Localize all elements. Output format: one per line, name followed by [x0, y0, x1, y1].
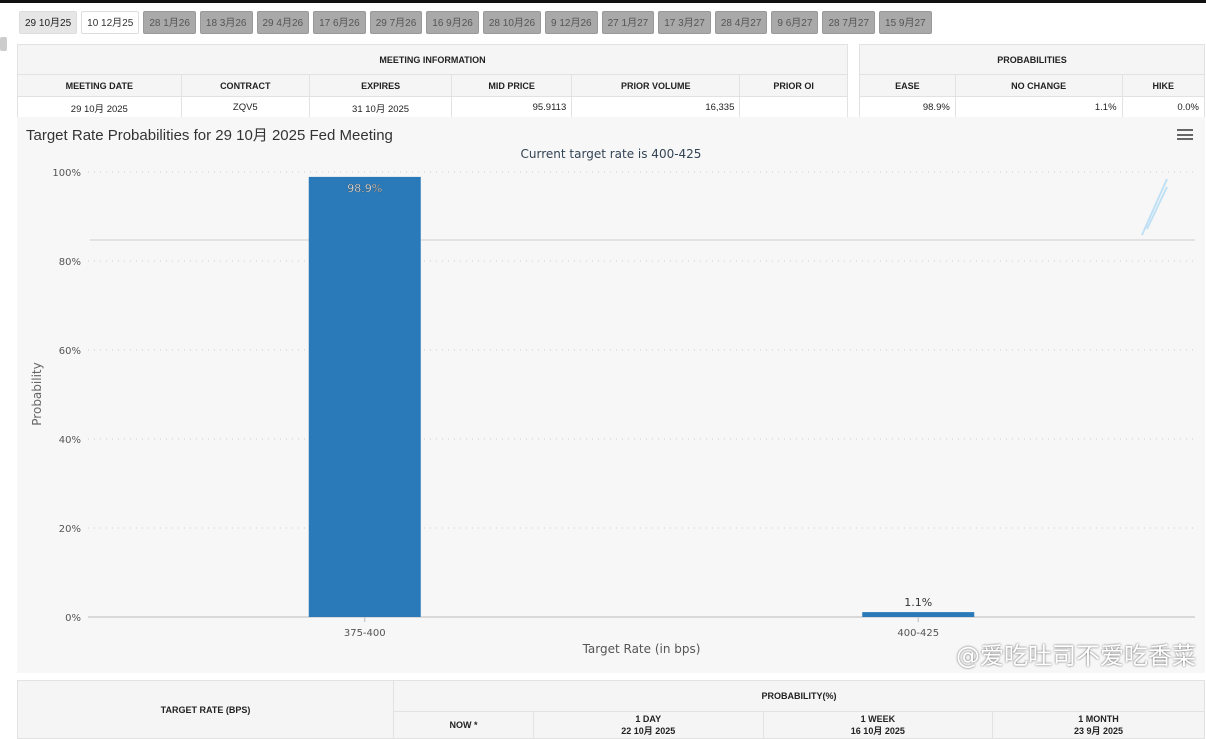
tab-meeting-date[interactable]: 18 3月26 [199, 11, 253, 34]
col-prior-oi: PRIOR OI [739, 74, 848, 97]
tab-meeting-date[interactable]: 29 4月26 [256, 11, 310, 34]
x-tick-label: 400-425 [897, 628, 939, 639]
col-meeting-date: MEETING DATE [17, 74, 182, 97]
col-1-week: 1 WEEK 16 10月 2025 [762, 711, 994, 739]
chart-subtitle: Current target rate is 400-425 [520, 147, 702, 161]
col-expires: EXPIRES [309, 74, 453, 97]
meeting-date: 29 10月 2025 [17, 96, 182, 119]
y-tick-label: 20% [59, 524, 81, 535]
tab-meeting-date[interactable]: 9 12月26 [545, 11, 598, 34]
bar-375-400 [308, 176, 421, 617]
bar-400-425 [862, 612, 975, 617]
y-tick-label: 40% [59, 435, 81, 446]
probabilities-table: PROBABILITIES EASE NO CHANGE HIKE 98.9% … [859, 44, 1206, 119]
tab-meeting-date[interactable]: 9 6月27 [771, 11, 819, 34]
col-prior-volume: PRIOR VOLUME [571, 74, 741, 97]
col-ease: EASE [859, 74, 956, 97]
tab-meeting-date[interactable]: 29 7月26 [369, 11, 423, 34]
col-target-rate: TARGET RATE (BPS) [17, 680, 394, 739]
data-label: 1.1% [904, 596, 932, 609]
chart-menu-icon[interactable] [1177, 129, 1193, 143]
now-asterisk: * [474, 720, 478, 731]
y-tick-label: 80% [59, 257, 81, 268]
tab-meeting-date[interactable]: 16 9月26 [426, 11, 479, 34]
meeting-information-table: MEETING INFORMATION MEETING DATE CONTRAC… [17, 44, 848, 119]
expires: 31 10月 2025 [309, 96, 453, 119]
table-row: 29 10月 2025 ZQV5 31 10月 2025 95.9113 16,… [17, 96, 848, 119]
col-1-month: 1 MONTH 23 9月 2025 [992, 711, 1205, 739]
watermark: @爱吃吐司不爱吃香菜 [956, 642, 1196, 670]
col-hike: HIKE [1121, 74, 1206, 97]
x-axis-title: Target Rate (in bps) [582, 642, 701, 656]
tab-meeting-date[interactable]: 10 12月25 [81, 11, 140, 34]
mid-price: 95.9113 [451, 96, 573, 119]
col-1-day: 1 DAY 22 10月 2025 [533, 711, 764, 739]
y-tick-label: 0% [65, 613, 81, 624]
prior-oi [739, 96, 848, 119]
col-contract: CONTRACT [180, 74, 311, 97]
q-logo-icon [1141, 178, 1168, 236]
tab-meeting-date[interactable]: 28 1月26 [143, 11, 196, 34]
data-label: 98.9% [347, 182, 382, 195]
chart-svg: 0% 20% 40% 60% 80% 100% 98.9% 375-400 1.1% 400-42… [30, 168, 1195, 656]
ease-value: 98.9% [859, 96, 956, 119]
probabilities-title: PROBABILITIES [859, 44, 1205, 75]
sidebar-handle[interactable] [0, 37, 7, 51]
tab-meeting-date[interactable]: 28 7月27 [822, 11, 876, 34]
y-tick-label: 100% [52, 168, 81, 179]
no-change-value: 1.1% [954, 96, 1123, 119]
meeting-info-title: MEETING INFORMATION [17, 44, 848, 75]
target-rate-chart: Target Rate Probabilities for 29 10月 202… [17, 117, 1205, 673]
col-mid-price: MID PRICE [451, 74, 573, 97]
prior-volume: 16,335 [571, 96, 741, 119]
meeting-date-tabs: 29 10月25 10 12月25 28 1月26 18 3月26 29 4月26 17 … [19, 11, 932, 34]
now-label: NOW [449, 720, 472, 731]
col-now: NOW * [393, 711, 534, 739]
chart-title: Target Rate Probabilities for 29 10月 202… [26, 127, 393, 144]
tab-meeting-date[interactable]: 17 6月26 [313, 11, 366, 34]
tab-meeting-date[interactable]: 27 1月27 [601, 11, 655, 34]
tab-meeting-date[interactable]: 28 4月27 [714, 11, 768, 34]
x-tick-label: 375-400 [344, 628, 386, 639]
table-row: 98.9% 1.1% 0.0% [859, 96, 1206, 119]
tab-meeting-date[interactable]: 28 10月26 [482, 11, 542, 34]
tab-meeting-date[interactable]: 17 3月27 [658, 11, 711, 34]
contract: ZQV5 [180, 96, 311, 119]
probability-group-header: PROBABILITY(%) [393, 679, 1205, 713]
probability-history-table: TARGET RATE (BPS) PROBABILITY(%) NOW * 1… [17, 679, 1205, 739]
tab-meeting-date[interactable]: 15 9月27 [879, 11, 932, 34]
hike-value: 0.0% [1121, 96, 1206, 119]
top-bar [0, 0, 1206, 3]
y-tick-label: 60% [59, 346, 81, 357]
tab-meeting-date[interactable]: 29 10月25 [19, 11, 78, 34]
col-no-change: NO CHANGE [954, 74, 1123, 97]
y-axis-title: Probability [30, 362, 44, 425]
